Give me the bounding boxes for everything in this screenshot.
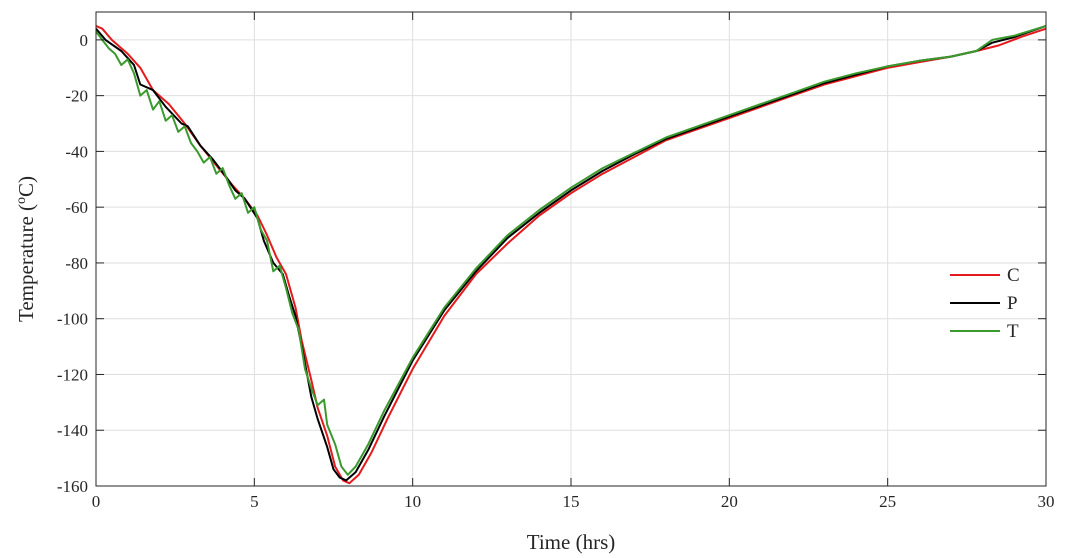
legend-label-c: C [1007,265,1020,286]
legend-label-t: T [1007,321,1019,342]
y-axis-label-tail: C) [14,176,38,197]
y-tick-label: -40 [65,142,88,161]
y-axis-label-main: Temperature ( [14,204,38,322]
x-tick-label: 25 [879,492,896,511]
series-line-p [95,24,1047,482]
x-tick-label: 30 [1038,492,1055,511]
axis-ticks [95,12,1047,487]
x-tick-label: 10 [404,492,421,511]
y-tick-label: -100 [57,310,88,329]
y-tick-label: -160 [57,477,88,496]
y-tick-label: -120 [57,365,88,384]
x-tick-labels: 0 5 10 15 20 25 30 [92,492,1055,511]
y-axis-label-superscript: o [14,197,29,204]
legend-label-p: P [1007,293,1018,314]
x-tick-label: 15 [563,492,580,511]
x-tick-label: 20 [721,492,738,511]
y-tick-label: -20 [65,87,88,106]
y-tick-labels: 0 -20 -40 -60 -80 -100 -120 -140 -160 [57,31,88,496]
grid [95,12,1047,487]
legend: CPT [950,265,1020,342]
x-tick-label: 5 [250,492,259,511]
series-line-t [95,24,1047,476]
x-axis-label: Time (hrs) [527,530,615,554]
x-tick-label: 0 [92,492,101,511]
y-tick-label: 0 [80,31,89,50]
series-lines [95,24,1047,485]
y-tick-label: -60 [65,198,88,217]
y-axis-label: Temperature (oC) [14,176,38,322]
y-tick-label: -80 [65,254,88,273]
y-tick-label: -140 [57,421,88,440]
